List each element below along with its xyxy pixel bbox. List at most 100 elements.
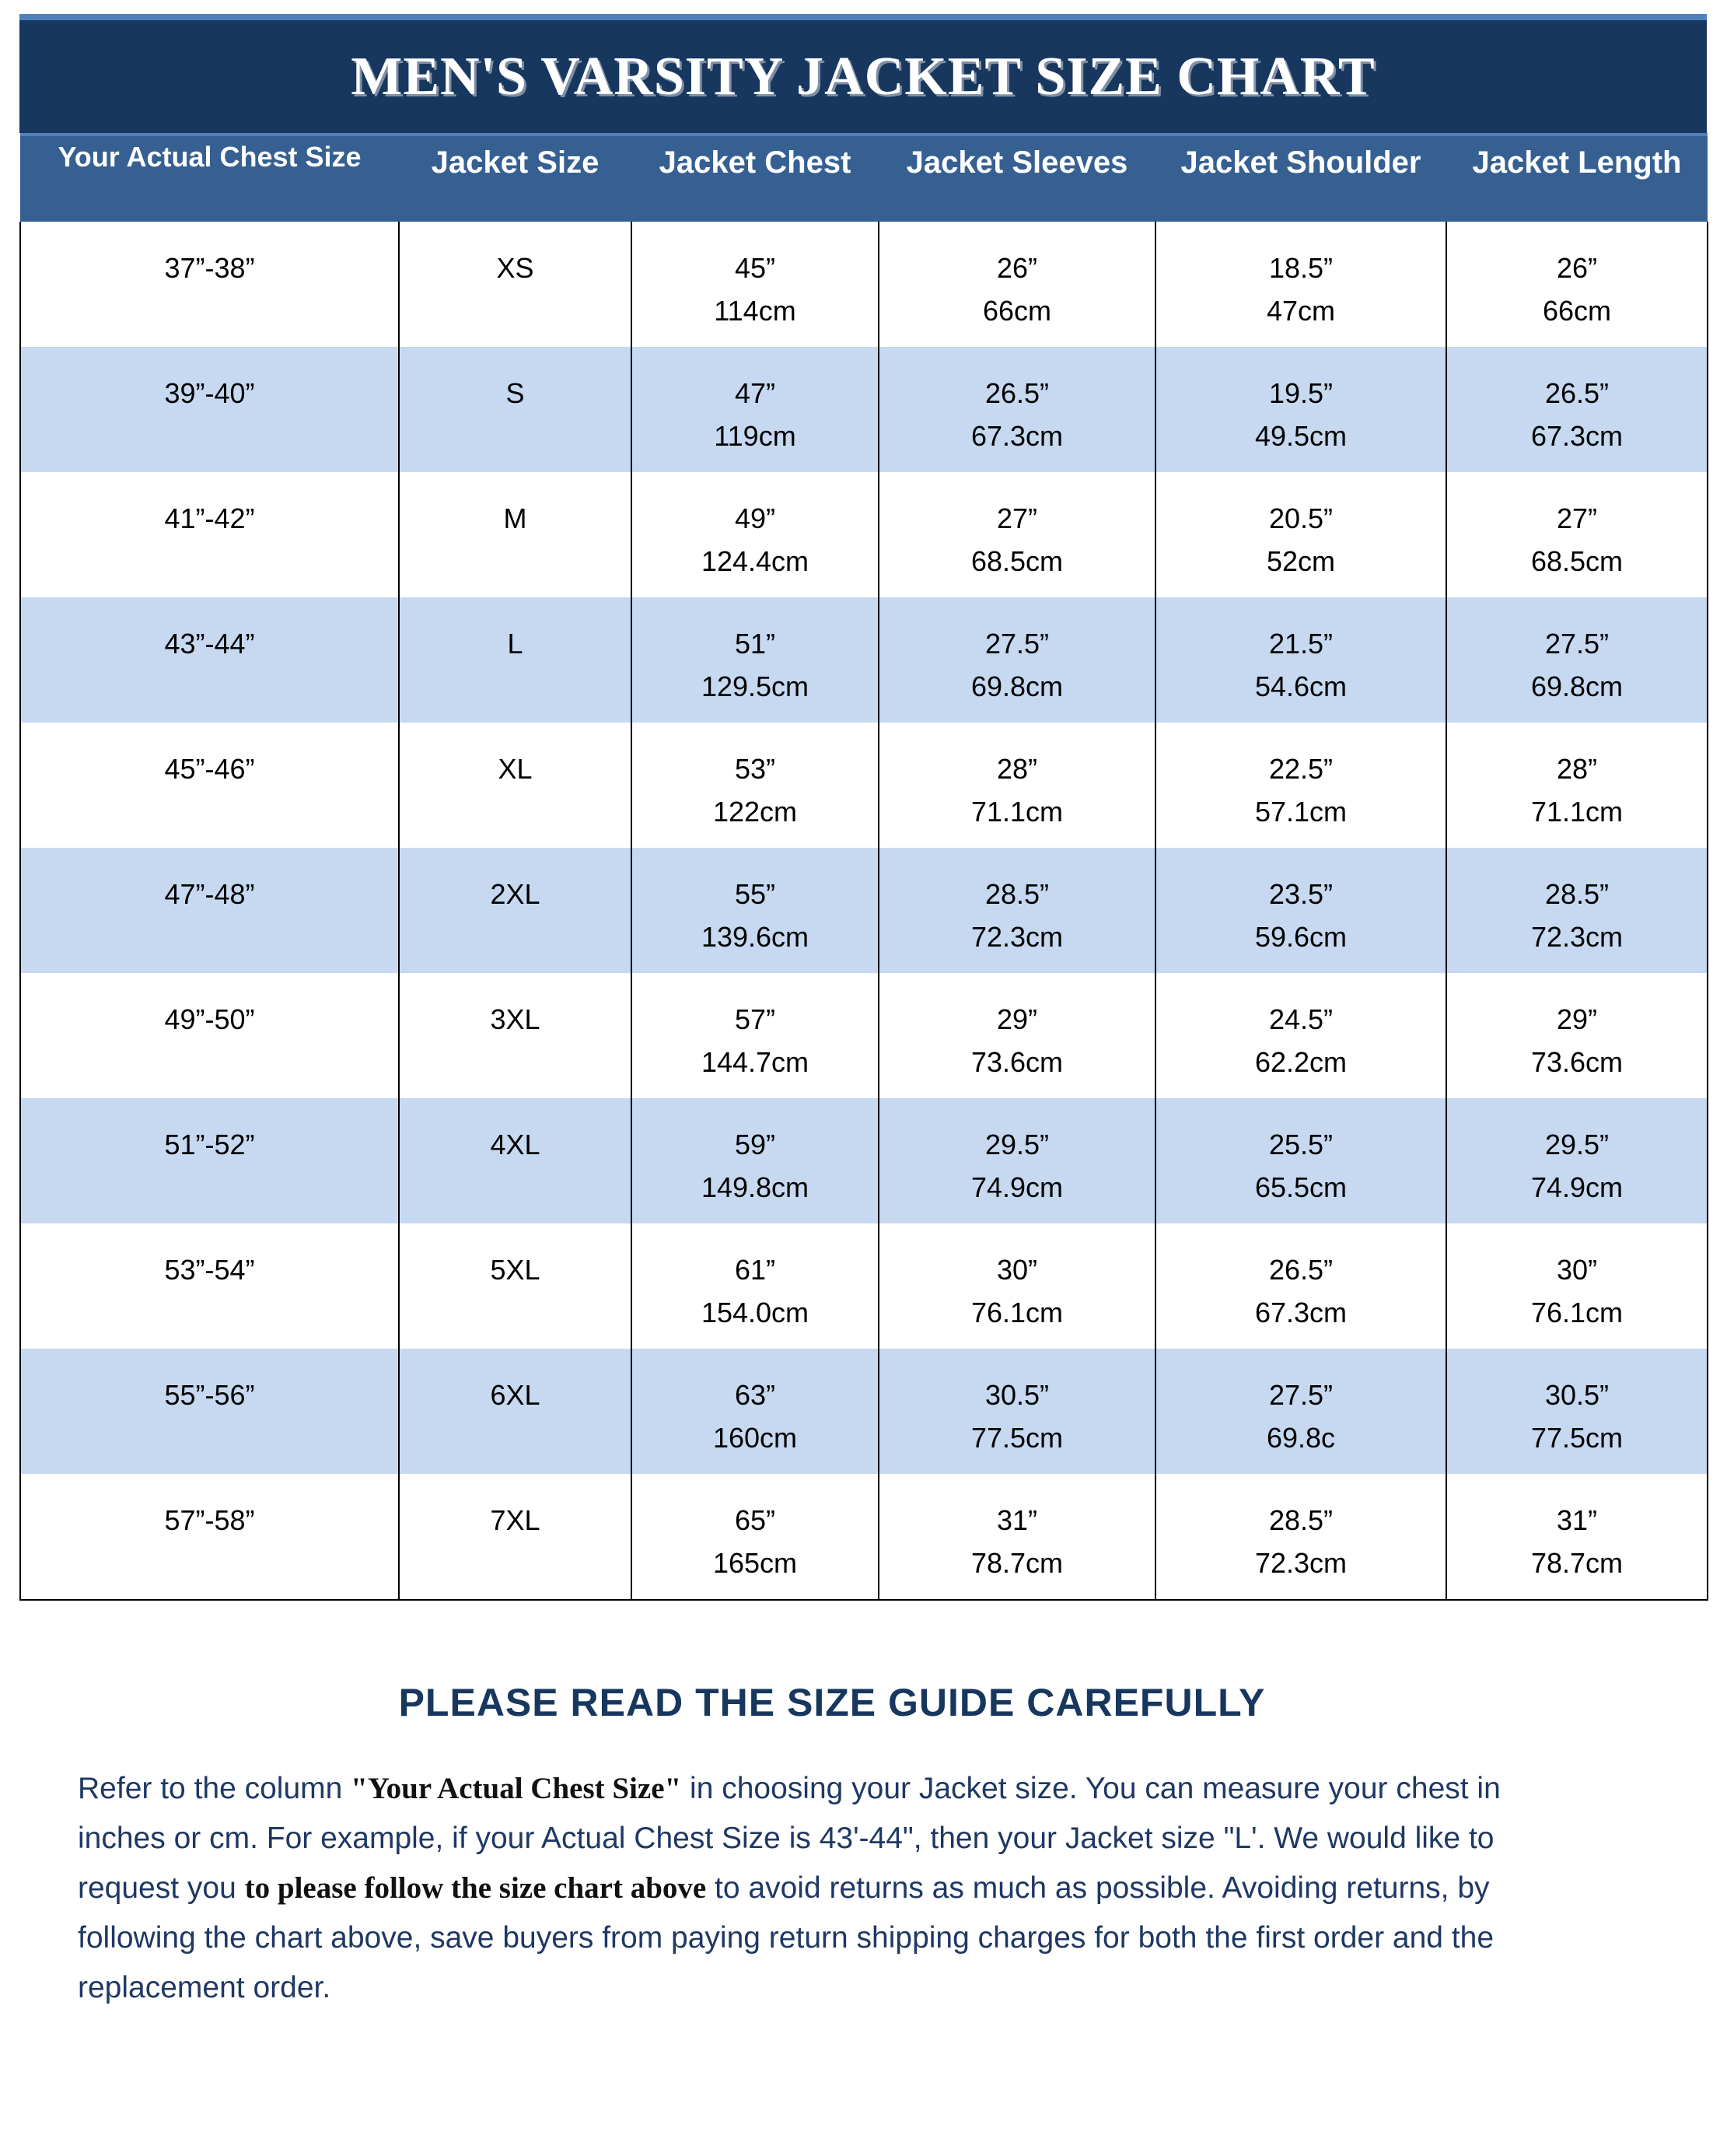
- table-row: 49”-50” 3XL 57” 144.7cm 29” 73.6cm 24.5” 62.2cm…: [19, 973, 1708, 1098]
- cell-value: 68.5cm: [970, 545, 1064, 577]
- cell-length: 28.5” 72.3cm: [1446, 848, 1708, 973]
- cell-value: 20.5”: [1268, 502, 1334, 534]
- cell-chest: 53”-54”: [19, 1223, 400, 1349]
- cell-value: 26.5”: [1268, 1254, 1334, 1286]
- cell-value: 74.9cm: [970, 1171, 1064, 1203]
- cell-size: 5XL: [398, 1223, 632, 1349]
- cell-value: M: [503, 502, 527, 534]
- size-chart: MEN'S VARSITY JACKET SIZE CHART Your Act…: [19, 14, 1708, 1601]
- cell-jchest: 53” 122cm: [631, 723, 879, 848]
- cell-value: 65.5cm: [1254, 1171, 1348, 1203]
- cell-value: 139.6cm: [701, 921, 809, 953]
- cell-value: 4XL: [490, 1129, 540, 1160]
- cell-value: 72.3cm: [970, 921, 1064, 953]
- cell-value: 73.6cm: [1530, 1046, 1624, 1078]
- cell-size: 3XL: [398, 973, 632, 1098]
- cell-value: 114cm: [714, 295, 796, 327]
- cell-size: 4XL: [398, 1098, 632, 1223]
- cell-value: 77.5cm: [1530, 1422, 1624, 1454]
- cell-jchest: 65” 165cm: [631, 1474, 879, 1601]
- cell-value: 28.5”: [984, 878, 1050, 910]
- chart-title: MEN'S VARSITY JACKET SIZE CHART: [351, 46, 1376, 107]
- cell-length: 30” 76.1cm: [1446, 1223, 1708, 1349]
- cell-value: 41”-42”: [164, 502, 255, 534]
- cell-length: 30.5” 77.5cm: [1446, 1349, 1708, 1474]
- cell-value: 43”-44”: [164, 628, 255, 660]
- cell-length: 29” 73.6cm: [1446, 973, 1708, 1098]
- cell-value: 62.2cm: [1254, 1046, 1348, 1078]
- cell-value: 47”: [734, 377, 776, 409]
- cell-jchest: 55” 139.6cm: [631, 848, 879, 973]
- cell-value: 66cm: [1542, 295, 1612, 327]
- cell-value: 51”-52”: [164, 1129, 255, 1160]
- cell-value: 19.5”: [1268, 377, 1334, 409]
- cell-chest: 47”-48”: [19, 848, 400, 973]
- cell-value: 29.5”: [1544, 1129, 1610, 1160]
- guide-paragraph: Refer to the column "Your Actual Chest S…: [78, 1764, 1594, 2013]
- cell-value: 29”: [996, 1003, 1038, 1035]
- cell-chest: 49”-50”: [19, 973, 400, 1098]
- cell-chest: 41”-42”: [19, 472, 400, 597]
- cell-value: 63”: [734, 1379, 776, 1411]
- cell-value: 29”: [1556, 1003, 1598, 1035]
- column-header-label: Jacket Shoulder: [1180, 145, 1421, 180]
- cell-value: 28”: [1556, 753, 1598, 785]
- cell-shoulder: 22.5” 57.1cm: [1155, 723, 1447, 848]
- cell-value: 54.6cm: [1254, 670, 1348, 702]
- column-header: Your Actual Chest Size: [20, 133, 399, 222]
- cell-value: 68.5cm: [1530, 545, 1624, 577]
- cell-value: 37”-38”: [164, 252, 255, 284]
- table-row: 41”-42” M 49” 124.4cm 27” 68.5cm 20.5” 52cm 27” 6…: [19, 472, 1708, 597]
- column-header-label: Jacket Sleeves: [906, 145, 1128, 180]
- cell-sleeves: 31” 78.7cm: [878, 1474, 1156, 1601]
- cell-value: 57.1cm: [1254, 796, 1348, 828]
- header-row: Your Actual Chest Size Jacket Size Jacket …: [20, 133, 1708, 222]
- cell-value: 53”: [734, 753, 776, 785]
- cell-chest: 45”-46”: [19, 723, 400, 848]
- table-row: 47”-48” 2XL 55” 139.6cm 28.5” 72.3cm 23.5” 59.6…: [19, 848, 1708, 973]
- cell-value: 27.5”: [1268, 1379, 1334, 1411]
- cell-shoulder: 18.5” 47cm: [1155, 222, 1447, 347]
- cell-jchest: 47” 119cm: [631, 347, 879, 472]
- cell-chest: 39”-40”: [19, 347, 400, 472]
- column-header: Jacket Sleeves: [879, 133, 1155, 222]
- cell-value: 69.8c: [1266, 1422, 1336, 1454]
- cell-value: 124.4cm: [701, 545, 809, 577]
- cell-value: 165cm: [712, 1547, 798, 1579]
- cell-value: L: [507, 628, 523, 660]
- cell-value: 27.5”: [984, 628, 1050, 660]
- cell-shoulder: 27.5” 69.8c: [1155, 1349, 1447, 1474]
- table-row: 57”-58” 7XL 65” 165cm 31” 78.7cm 28.5” 72.3cm 31…: [19, 1474, 1708, 1601]
- cell-value: 5XL: [490, 1254, 540, 1286]
- cell-value: 31”: [1556, 1504, 1598, 1536]
- cell-length: 28” 71.1cm: [1446, 723, 1708, 848]
- cell-value: 78.7cm: [1530, 1547, 1624, 1579]
- cell-value: 26.5”: [984, 377, 1050, 409]
- cell-length: 26.5” 67.3cm: [1446, 347, 1708, 472]
- cell-size: XS: [398, 222, 632, 347]
- cell-shoulder: 20.5” 52cm: [1155, 472, 1447, 597]
- cell-value: 55”: [734, 878, 776, 910]
- cell-value: 23.5”: [1268, 878, 1334, 910]
- table-row: 51”-52” 4XL 59” 149.8cm 29.5” 74.9cm 25.5” 65.5…: [19, 1098, 1708, 1223]
- cell-value: 21.5”: [1268, 628, 1334, 660]
- cell-value: 27”: [1556, 502, 1598, 534]
- cell-value: 6XL: [490, 1379, 540, 1411]
- cell-value: 160cm: [712, 1422, 798, 1454]
- guide-text: Refer to the column: [78, 1772, 351, 1805]
- cell-value: 67.3cm: [1530, 420, 1624, 452]
- table-row: 55”-56” 6XL 63” 160cm 30.5” 77.5cm 27.5” 69.8c 3…: [19, 1349, 1708, 1474]
- cell-value: 26”: [1556, 252, 1598, 284]
- cell-value: 29.5”: [984, 1129, 1050, 1160]
- cell-value: 30.5”: [1544, 1379, 1610, 1411]
- cell-sleeves: 27.5” 69.8cm: [878, 597, 1156, 723]
- cell-size: L: [398, 597, 632, 723]
- cell-value: 52cm: [1266, 545, 1336, 577]
- cell-value: 57”-58”: [164, 1504, 255, 1536]
- table-row: 53”-54” 5XL 61” 154.0cm 30” 76.1cm 26.5” 67.3cm…: [19, 1223, 1708, 1349]
- column-header: Jacket Shoulder: [1155, 133, 1446, 222]
- cell-value: 30.5”: [984, 1379, 1050, 1411]
- cell-value: 30”: [1556, 1254, 1598, 1286]
- cell-jchest: 51” 129.5cm: [631, 597, 879, 723]
- cell-value: 119cm: [714, 420, 796, 452]
